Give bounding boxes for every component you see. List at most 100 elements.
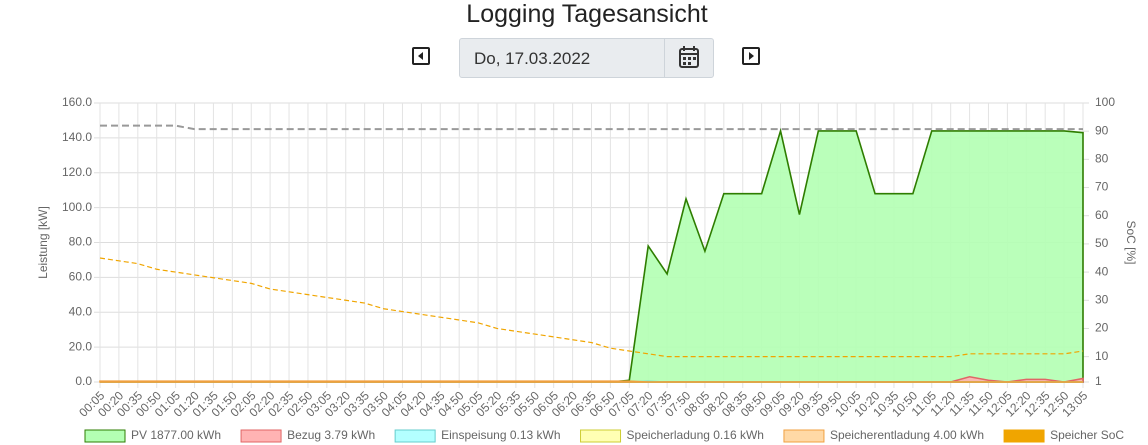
x-tick-label: 10:20 — [851, 388, 882, 419]
x-tick-label: 07:20 — [624, 388, 655, 419]
x-tick-label: 09:50 — [813, 388, 844, 419]
x-tick-label: 03:20 — [322, 388, 353, 419]
x-tick-label: 10:05 — [832, 388, 863, 419]
y2-tick-label: 40 — [1095, 264, 1109, 278]
y2-axis-title: SoC [%] — [1124, 220, 1138, 264]
x-tick-label: 05:05 — [454, 388, 485, 419]
y2-tick-label: 80 — [1095, 152, 1109, 166]
calendar-button[interactable] — [664, 39, 713, 77]
y-tick-label: 100.0 — [62, 200, 92, 214]
x-tick-label: 06:20 — [549, 388, 580, 419]
y2-tick-label: 1 — [1095, 374, 1102, 388]
line — [99, 257, 1084, 358]
x-tick-label: 06:05 — [530, 388, 561, 419]
date-input[interactable]: Do, 17.03.2022 — [459, 38, 714, 78]
legend-swatch — [783, 429, 825, 443]
x-tick-label: 11:20 — [928, 388, 959, 419]
x-tick-label: 02:50 — [284, 388, 315, 419]
legend-swatch — [580, 429, 622, 443]
y-tick-label: 160.0 — [62, 95, 92, 109]
x-tick-label: 05:20 — [473, 388, 504, 419]
y-axis-title: Leistung [kW] — [36, 206, 50, 279]
x-tick-label: 03:05 — [303, 388, 334, 419]
previous-day-button[interactable] — [412, 47, 430, 65]
x-tick-label: 02:05 — [227, 388, 258, 419]
x-tick-label: 11:35 — [946, 388, 977, 419]
x-tick-label: 00:35 — [114, 388, 145, 419]
x-tick-label: 01:20 — [171, 388, 202, 419]
y-tick-label: 20.0 — [69, 339, 93, 353]
x-tick-label: 11:05 — [909, 388, 940, 419]
y-tick-label: 0.0 — [75, 374, 92, 388]
page-title: Logging Tagesansicht — [466, 0, 708, 28]
x-tick-label: 09:20 — [776, 388, 807, 419]
x-tick-label: 04:20 — [398, 388, 429, 419]
y-tick-label: 140.0 — [62, 130, 92, 144]
x-tick-label: 07:35 — [643, 388, 674, 419]
y2-tick-label: 20 — [1095, 321, 1109, 335]
y2-tick-label: 30 — [1095, 292, 1109, 306]
x-tick-label: 11:50 — [965, 388, 996, 419]
x-tick-label: 05:35 — [492, 388, 523, 419]
x-tick-label: 08:20 — [700, 388, 731, 419]
x-tick-label: 09:35 — [795, 388, 826, 419]
x-tick-label: 01:05 — [152, 388, 183, 419]
date-text: Do, 17.03.2022 — [474, 49, 591, 68]
x-tick-label: 00:20 — [95, 388, 126, 419]
area — [100, 375, 1084, 383]
x-tick-label: 06:50 — [587, 388, 618, 419]
x-tick-label: 01:50 — [209, 388, 240, 419]
legend-label: Speicherentladung 4.00 kWh — [830, 428, 984, 442]
line — [100, 124, 1083, 131]
x-tick-label: 08:05 — [681, 388, 712, 419]
legend-label: Speicher SoC — [1050, 428, 1124, 442]
x-tick-label: 03:35 — [341, 388, 372, 419]
legend-label: PV 1877.00 kWh — [131, 428, 221, 442]
x-tick-label: 00:50 — [133, 388, 164, 419]
area — [100, 127, 1084, 383]
legend-label: Einspeisung 0.13 kWh — [441, 428, 560, 442]
y2-tick-label: 10 — [1095, 349, 1109, 363]
x-tick-label: 04:05 — [379, 388, 410, 419]
x-tick-label: 07:50 — [662, 388, 693, 419]
y2-tick-label: 50 — [1095, 236, 1109, 250]
y-tick-label: 60.0 — [69, 270, 93, 284]
legend-swatch — [394, 429, 436, 443]
x-tick-label: 05:50 — [511, 388, 542, 419]
legend-swatch — [84, 429, 126, 443]
x-tick-label: 12:35 — [1021, 388, 1052, 419]
x-tick-label: 07:05 — [606, 388, 637, 419]
x-tick-label: 10:50 — [889, 388, 920, 419]
next-day-button[interactable] — [742, 47, 760, 65]
legend-label: Bezug 3.79 kWh — [287, 428, 375, 442]
y2-tick-label: 100 — [1095, 95, 1115, 109]
x-tick-label: 00:05 — [76, 388, 107, 419]
x-tick-label: 04:35 — [416, 388, 447, 419]
legend-swatch — [240, 429, 282, 443]
x-tick-label: 10:35 — [870, 388, 901, 419]
x-tick-label: 03:50 — [360, 388, 391, 419]
x-tick-label: 13:05 — [1059, 388, 1090, 419]
y-tick-label: 120.0 — [62, 165, 92, 179]
y2-tick-label: 70 — [1095, 180, 1109, 194]
x-tick-label: 08:50 — [738, 388, 769, 419]
x-tick-label: 04:50 — [435, 388, 466, 419]
area — [99, 380, 1083, 383]
y2-tick-label: 60 — [1095, 208, 1109, 222]
y2-tick-label: 90 — [1095, 123, 1109, 137]
x-tick-label: 08:35 — [719, 388, 750, 419]
y-tick-label: 80.0 — [69, 235, 93, 249]
x-tick-label: 12:50 — [1040, 388, 1071, 419]
legend-label: Speicherladung 0.16 kWh — [627, 428, 764, 442]
legend-swatch — [1003, 429, 1045, 443]
x-tick-label: 09:05 — [757, 388, 788, 419]
x-tick-label: 12:05 — [984, 388, 1015, 419]
area — [100, 380, 1083, 383]
x-tick-label: 01:35 — [190, 388, 221, 419]
x-tick-label: 12:20 — [1003, 388, 1034, 419]
x-tick-label: 06:35 — [568, 388, 599, 419]
x-tick-label: 02:35 — [265, 388, 296, 419]
y-tick-label: 40.0 — [69, 304, 93, 318]
x-tick-label: 02:20 — [246, 388, 277, 419]
